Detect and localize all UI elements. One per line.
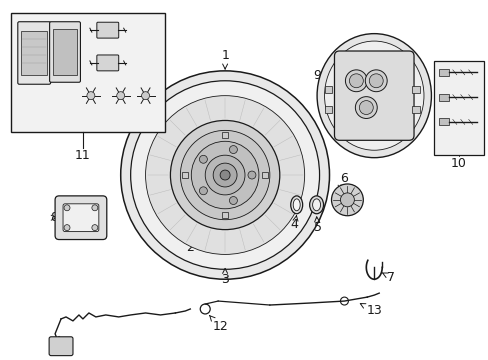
Text: 13: 13 <box>360 303 381 318</box>
FancyBboxPatch shape <box>97 55 119 71</box>
Circle shape <box>349 74 363 88</box>
Text: 10: 10 <box>450 157 466 170</box>
Bar <box>438 118 448 125</box>
Circle shape <box>170 121 279 230</box>
Bar <box>438 69 448 76</box>
Bar <box>222 212 227 218</box>
Circle shape <box>247 171 255 179</box>
Text: 4: 4 <box>290 215 298 231</box>
Bar <box>222 132 227 138</box>
Circle shape <box>121 71 329 279</box>
Text: 9: 9 <box>313 69 333 82</box>
FancyBboxPatch shape <box>63 204 99 231</box>
Ellipse shape <box>290 196 302 214</box>
Text: 3: 3 <box>221 269 228 286</box>
Bar <box>411 86 419 93</box>
Bar <box>182 172 188 178</box>
Bar <box>324 86 332 93</box>
Text: 1: 1 <box>221 49 228 69</box>
Bar <box>324 105 332 113</box>
Ellipse shape <box>309 196 323 214</box>
Circle shape <box>64 225 70 231</box>
Circle shape <box>130 81 319 269</box>
Ellipse shape <box>316 33 430 158</box>
FancyBboxPatch shape <box>49 22 80 82</box>
Circle shape <box>345 70 366 92</box>
Circle shape <box>213 163 237 187</box>
Bar <box>262 172 267 178</box>
Text: 2: 2 <box>186 237 204 254</box>
Circle shape <box>359 100 372 114</box>
Ellipse shape <box>312 199 320 211</box>
Circle shape <box>205 155 244 195</box>
Bar <box>53 29 77 75</box>
Circle shape <box>145 96 304 255</box>
Text: 11: 11 <box>75 149 91 162</box>
FancyBboxPatch shape <box>97 22 119 38</box>
Bar <box>411 105 419 113</box>
Circle shape <box>355 96 376 118</box>
FancyBboxPatch shape <box>18 22 50 84</box>
Circle shape <box>199 187 207 195</box>
Circle shape <box>180 130 269 220</box>
Circle shape <box>229 197 237 204</box>
Circle shape <box>64 205 70 211</box>
Circle shape <box>142 92 149 100</box>
FancyBboxPatch shape <box>55 196 106 239</box>
Circle shape <box>199 155 207 163</box>
Circle shape <box>331 184 363 216</box>
Circle shape <box>365 70 386 92</box>
Circle shape <box>229 145 237 153</box>
Ellipse shape <box>324 41 423 150</box>
Circle shape <box>220 170 230 180</box>
Bar <box>433 61 483 155</box>
Text: 6: 6 <box>340 171 347 185</box>
FancyBboxPatch shape <box>334 51 413 140</box>
Circle shape <box>340 193 354 207</box>
Bar <box>21 31 47 75</box>
Bar <box>438 94 448 100</box>
Bar <box>11 13 165 132</box>
Circle shape <box>87 92 95 100</box>
FancyBboxPatch shape <box>49 337 73 356</box>
Text: 7: 7 <box>381 271 394 284</box>
Circle shape <box>117 92 124 100</box>
Circle shape <box>92 225 98 231</box>
Ellipse shape <box>293 199 300 211</box>
Circle shape <box>368 74 383 88</box>
Text: 12: 12 <box>209 315 227 333</box>
Text: 5: 5 <box>313 217 321 234</box>
Text: 8: 8 <box>50 211 58 224</box>
Circle shape <box>191 141 258 209</box>
Circle shape <box>92 205 98 211</box>
